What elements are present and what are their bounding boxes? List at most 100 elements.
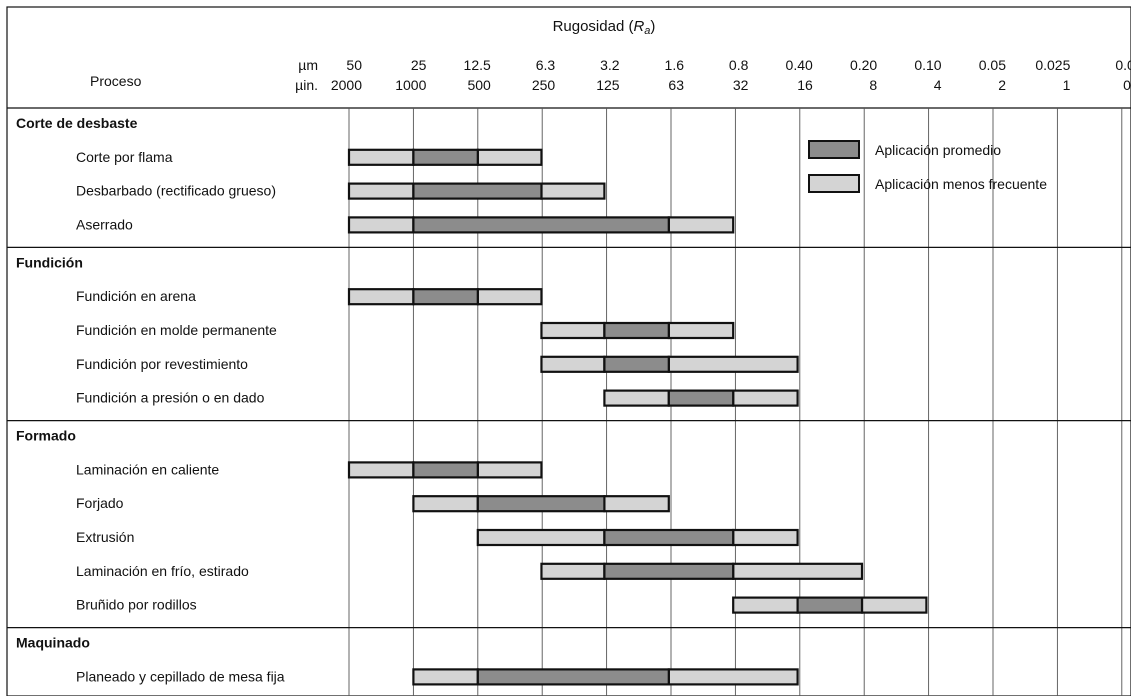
bar-less-frequent xyxy=(603,389,670,407)
process-row-fundicion-en-arena: Fundición en arena xyxy=(76,288,543,306)
tick-label-uin: 1000 xyxy=(395,77,426,93)
bar-less-frequent xyxy=(476,528,606,547)
process-row-desbarbado-rectificado-grueso: Desbarbado (rectificado grueso) xyxy=(76,182,606,200)
bar-average xyxy=(412,288,479,306)
tick-label-uin: 4 xyxy=(934,77,942,93)
process-row-aserrado: Aserrado xyxy=(76,216,735,234)
bar-less-frequent xyxy=(476,461,543,479)
process-label: Fundición a presión o en dado xyxy=(76,390,265,406)
bar-average xyxy=(796,596,864,614)
legend-box-less-frequent xyxy=(808,174,860,193)
tick-label-uin: 500 xyxy=(467,77,491,93)
tick-label-um: 50 xyxy=(346,57,362,73)
bar-less-frequent xyxy=(732,562,864,580)
bar-average xyxy=(412,148,479,166)
group-label: Fundición xyxy=(16,254,83,270)
process-header: Proceso xyxy=(90,73,142,89)
bar-less-frequent xyxy=(667,216,735,234)
tick-label-um: 0.40 xyxy=(786,57,813,73)
process-label: Aserrado xyxy=(76,216,133,232)
process-label: Bruñido por rodillos xyxy=(76,597,197,613)
process-label: Laminación en frío, estirado xyxy=(76,563,249,579)
unit-microinch: µin. xyxy=(295,77,318,93)
process-row-forjado: Forjado xyxy=(76,495,670,513)
tick-label-um: 0.8 xyxy=(729,57,749,73)
process-label: Laminación en caliente xyxy=(76,461,219,477)
process-label: Corte por flama xyxy=(76,149,173,165)
tick-label-um: 1.6 xyxy=(665,57,685,73)
tick-label-um: 0.0 xyxy=(1115,57,1131,73)
bar-less-frequent xyxy=(347,461,415,479)
tick-label-um: 12.5 xyxy=(464,57,491,73)
bar-less-frequent xyxy=(860,596,928,614)
bar-less-frequent xyxy=(667,355,799,373)
process-label: Fundición por revestimiento xyxy=(76,356,248,372)
group-label: Formado xyxy=(16,428,76,444)
tick-label-uin: 0. xyxy=(1123,77,1131,93)
tick-label-um: 0.025 xyxy=(1035,57,1070,73)
bar-less-frequent xyxy=(412,495,479,513)
tick-label-um: 0.20 xyxy=(850,57,877,73)
process-row-fundicion-a-presion-o-en-dado: Fundición a presión o en dado xyxy=(76,389,799,407)
axis-ticks: 50200025100012.55006.32503.21251.6630.83… xyxy=(331,57,1131,93)
bar-average xyxy=(412,461,479,479)
bar-less-frequent xyxy=(476,148,543,166)
tick-label-uin: 250 xyxy=(532,77,556,93)
bar-less-frequent xyxy=(732,528,799,547)
bar-average xyxy=(603,562,735,580)
tick-label-uin: 2000 xyxy=(331,77,362,93)
bar-less-frequent xyxy=(732,389,799,407)
bar-average xyxy=(412,182,543,200)
legend-box-average xyxy=(808,140,860,159)
bar-less-frequent xyxy=(347,148,415,166)
process-label: Extrusión xyxy=(76,529,134,545)
tick-label-uin: 8 xyxy=(869,77,877,93)
bar-less-frequent xyxy=(540,321,606,340)
unit-micrometer: µm xyxy=(298,57,318,73)
process-row-brunido-por-rodillos: Bruñido por rodillos xyxy=(76,596,928,614)
tick-label-um: 0.05 xyxy=(979,57,1006,73)
process-row-laminacion-en-caliente: Laminación en caliente xyxy=(76,461,543,479)
process-row-fundicion-por-revestimiento: Fundición por revestimiento xyxy=(76,355,799,373)
bar-less-frequent xyxy=(667,321,735,340)
bar-average xyxy=(476,495,606,513)
tick-label-um: 25 xyxy=(411,57,427,73)
bar-less-frequent xyxy=(540,562,606,580)
bar-less-frequent xyxy=(347,182,415,200)
process-row-corte-por-flama: Corte por flama xyxy=(76,148,543,166)
bar-less-frequent xyxy=(667,668,799,686)
tick-label-uin: 2 xyxy=(998,77,1006,93)
process-rows: Corte de desbaste Corte por flama Desbarba… xyxy=(7,115,1131,686)
bar-less-frequent xyxy=(540,355,606,373)
process-row-planeado-y-cepillado-de-mesa-fija: Planeado y cepillado de mesa fija xyxy=(76,668,799,686)
tick-label-uin: 32 xyxy=(733,77,749,93)
legend-label-average: Aplicación promedio xyxy=(875,142,1001,158)
bar-average xyxy=(412,216,670,234)
chart-frame xyxy=(6,6,1131,696)
bar-less-frequent xyxy=(603,495,670,513)
bar-less-frequent xyxy=(476,288,543,306)
bar-average xyxy=(603,321,670,340)
process-row-laminacion-en-frio-estirado: Laminación en frío, estirado xyxy=(76,562,864,580)
bar-less-frequent xyxy=(412,668,479,686)
tick-label-um: 3.2 xyxy=(600,57,620,73)
process-label: Fundición en molde permanente xyxy=(76,322,277,338)
bar-average xyxy=(603,355,670,373)
bar-less-frequent xyxy=(732,596,799,614)
group-label: Corte de desbaste xyxy=(16,115,138,131)
process-label: Planeado y cepillado de mesa fija xyxy=(76,668,285,684)
legend-label-less-frequent: Aplicación menos frecuente xyxy=(875,176,1047,192)
tick-label-um: 0.10 xyxy=(914,57,941,73)
process-label: Forjado xyxy=(76,495,124,511)
bar-average xyxy=(603,528,735,547)
tick-label-uin: 16 xyxy=(797,77,813,93)
process-row-extrusion: Extrusión xyxy=(76,528,799,547)
bar-average xyxy=(667,389,735,407)
bar-less-frequent xyxy=(540,182,606,200)
group-label: Maquinado xyxy=(16,635,90,651)
legend: Aplicación promedio Aplicación menos fre… xyxy=(808,140,1047,193)
bar-average xyxy=(476,668,670,686)
bar-less-frequent xyxy=(347,288,415,306)
bar-less-frequent xyxy=(347,216,415,234)
